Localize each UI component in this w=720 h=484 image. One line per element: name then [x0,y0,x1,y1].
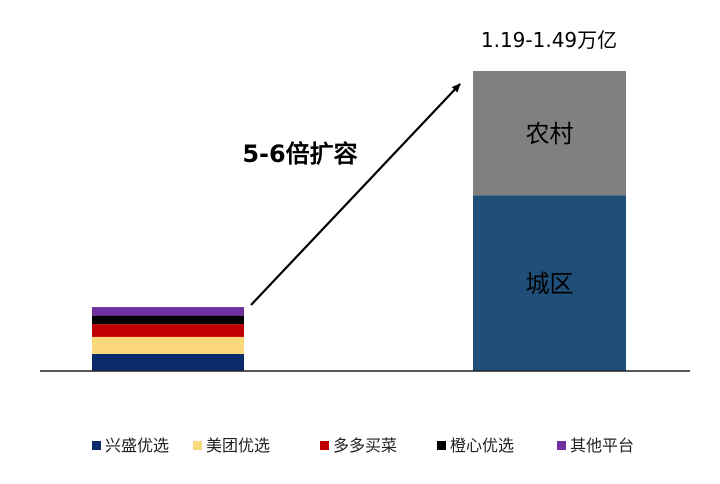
bar-segment-0-2 [92,324,244,337]
bar-total-label: 1.19-1.49万亿 [481,28,617,52]
bar-segment-0-1 [92,336,244,354]
legend-label: 多多买菜 [333,436,397,455]
legend-swatch [92,441,101,450]
bar-segment-1-5 [473,195,626,371]
legend-swatch [557,441,566,450]
bar-segment-0-0 [92,353,244,371]
bar-segment-0-3 [92,315,244,325]
segment-label: 城区 [526,270,574,298]
legend-label: 兴盛优选 [105,436,169,455]
legend-swatch [320,441,329,450]
bar-segment-0-4 [92,307,244,316]
legend-label: 其他平台 [570,436,634,455]
legend-label: 橙心优选 [450,436,514,455]
legend: 兴盛优选 美团优选 多多买菜 橙心优选 其他平台 [92,436,634,455]
bar-segment-1-6 [473,71,626,196]
expansion-arrow [250,83,461,306]
expansion-annotation: 5-6倍扩容 [242,140,357,168]
legend-swatch [437,441,446,450]
legend-label: 美团优选 [206,436,270,455]
segment-label: 农村 [526,120,574,148]
legend-swatch [193,441,202,450]
